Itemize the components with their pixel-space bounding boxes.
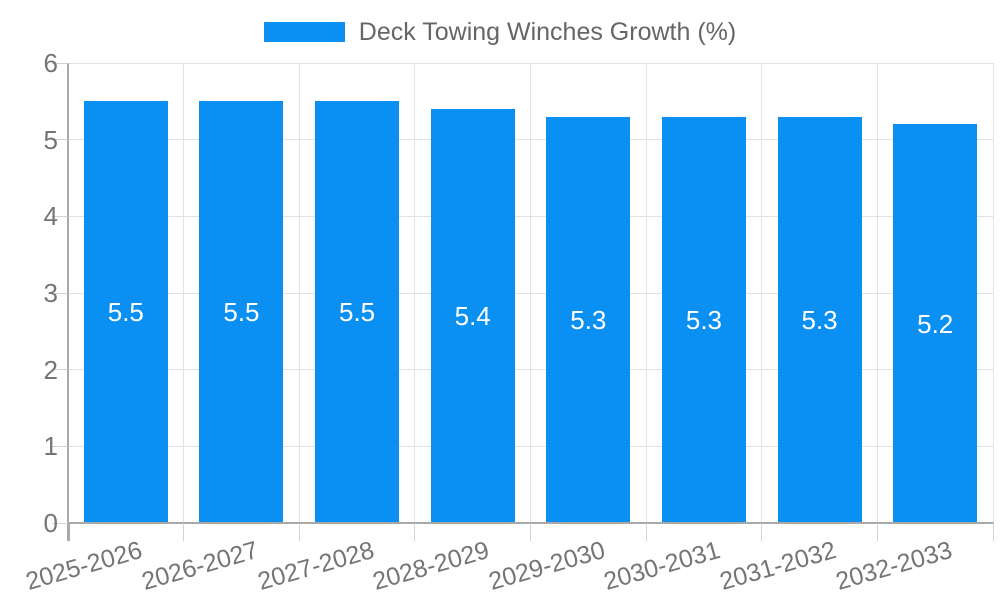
- x-tick-mark: [761, 523, 763, 541]
- v-gridline: [414, 63, 416, 523]
- y-tick-mark: [52, 445, 68, 447]
- bar-value-label: 5.3: [570, 304, 607, 335]
- x-tick-mark: [992, 523, 994, 541]
- x-axis-label: 2031-2032: [716, 536, 840, 596]
- x-tick-mark: [414, 523, 416, 541]
- legend[interactable]: Deck Towing Winches Growth (%): [0, 18, 1000, 46]
- y-axis-label: 2: [43, 354, 58, 385]
- bar-value-label: 5.5: [338, 297, 376, 328]
- x-tick-mark: [183, 523, 185, 541]
- x-axis-label: 2032-2033: [832, 536, 955, 596]
- legend-swatch: [263, 22, 345, 42]
- y-tick-mark: [52, 369, 68, 371]
- bar: [777, 116, 862, 523]
- bar: [83, 101, 168, 523]
- x-axis-label: 2025-2026: [22, 536, 146, 596]
- bar-value-label: 5.5: [107, 297, 144, 328]
- v-gridline: [761, 63, 763, 523]
- bar: [199, 101, 284, 523]
- x-axis-label: 2027-2028: [254, 536, 377, 596]
- y-axis-label: 4: [43, 201, 58, 232]
- bar-value-label: 5.3: [801, 304, 838, 335]
- x-axis-label: 2028-2029: [369, 536, 493, 596]
- bar-value-label: 5.2: [917, 308, 954, 339]
- bar-value-label: 5.4: [454, 301, 491, 331]
- bar-value-label: 5.3: [685, 304, 723, 335]
- y-axis-label: 1: [43, 431, 58, 462]
- y-axis-label: 6: [43, 48, 58, 78]
- x-axis-label: 2026-2027: [138, 536, 262, 596]
- v-gridline: [530, 63, 531, 523]
- y-tick-mark: [52, 139, 68, 141]
- y-tick-mark: [52, 522, 68, 524]
- v-gridline: [298, 63, 300, 523]
- v-gridline: [645, 63, 647, 523]
- y-axis-line: [67, 63, 69, 541]
- bar-value-label: 5.5: [223, 297, 260, 328]
- y-tick-mark: [52, 62, 68, 64]
- x-axis-label: 2030-2031: [601, 536, 724, 596]
- bar: [893, 124, 978, 523]
- y-tick-mark: [52, 292, 68, 294]
- x-tick-mark: [876, 523, 878, 541]
- bar: [430, 109, 515, 523]
- y-tick-mark: [52, 215, 68, 217]
- x-tick-mark: [67, 523, 70, 541]
- plot-area: 5.5 5.5 5.5 5.4 5.3 5.3 5.3 5.2: [68, 62, 994, 523]
- bar: [315, 101, 400, 523]
- v-gridline: [183, 63, 185, 523]
- x-tick-mark: [530, 523, 531, 541]
- x-axis-label: 2029-2030: [485, 536, 609, 596]
- x-tick-mark: [298, 523, 300, 541]
- bar: [546, 116, 631, 523]
- x-tick-mark: [645, 523, 647, 541]
- y-axis-label: 5: [43, 124, 58, 155]
- bar: [661, 116, 746, 523]
- v-gridline: [876, 63, 878, 523]
- y-axis-label: 0: [43, 508, 58, 538]
- y-axis-label: 3: [43, 278, 58, 308]
- v-gridline: [992, 63, 994, 523]
- legend-label: Deck Towing Winches Growth (%): [358, 18, 737, 46]
